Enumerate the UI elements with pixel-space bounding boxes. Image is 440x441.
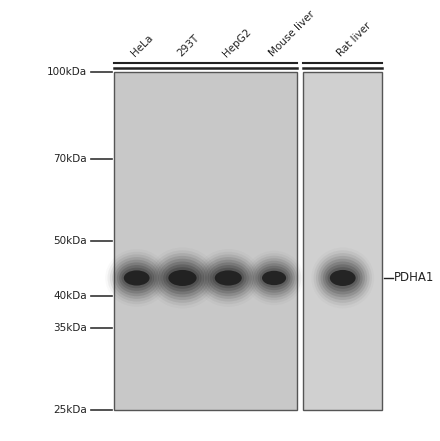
Text: 100kDa: 100kDa: [47, 67, 87, 77]
Ellipse shape: [210, 265, 247, 291]
Ellipse shape: [112, 257, 161, 299]
Ellipse shape: [156, 256, 209, 300]
Ellipse shape: [161, 262, 204, 295]
Ellipse shape: [253, 261, 295, 295]
Text: Mouse liver: Mouse liver: [267, 9, 316, 59]
Ellipse shape: [202, 257, 254, 299]
Ellipse shape: [110, 254, 164, 302]
Text: HeLa: HeLa: [130, 33, 155, 59]
Ellipse shape: [114, 260, 159, 296]
Ellipse shape: [323, 262, 363, 295]
Text: PDHA1: PDHA1: [394, 272, 434, 284]
Ellipse shape: [163, 264, 202, 292]
Ellipse shape: [117, 262, 157, 294]
Ellipse shape: [260, 268, 288, 288]
Ellipse shape: [256, 263, 293, 293]
Ellipse shape: [325, 264, 360, 292]
Ellipse shape: [330, 270, 356, 286]
Ellipse shape: [158, 259, 207, 297]
Text: 25kDa: 25kDa: [53, 405, 87, 415]
Ellipse shape: [169, 270, 197, 286]
Ellipse shape: [121, 268, 152, 288]
Text: 40kDa: 40kDa: [53, 291, 87, 301]
Bar: [114, 72, 297, 410]
Ellipse shape: [124, 270, 150, 286]
Ellipse shape: [200, 254, 257, 302]
Ellipse shape: [153, 253, 212, 303]
Text: 70kDa: 70kDa: [53, 154, 87, 164]
Ellipse shape: [321, 259, 365, 297]
Text: 293T: 293T: [176, 34, 201, 59]
Bar: [303, 72, 382, 410]
Ellipse shape: [262, 271, 286, 285]
Ellipse shape: [205, 260, 252, 296]
Ellipse shape: [327, 267, 358, 289]
Ellipse shape: [318, 256, 367, 300]
Ellipse shape: [316, 253, 370, 303]
Ellipse shape: [198, 252, 259, 304]
Ellipse shape: [251, 258, 297, 298]
Ellipse shape: [150, 250, 214, 306]
Ellipse shape: [166, 267, 199, 289]
Ellipse shape: [212, 268, 244, 288]
Text: 50kDa: 50kDa: [53, 236, 87, 246]
Ellipse shape: [119, 265, 154, 291]
Ellipse shape: [249, 256, 299, 300]
Ellipse shape: [215, 270, 242, 286]
Text: 35kDa: 35kDa: [53, 323, 87, 333]
Text: Rat liver: Rat liver: [336, 21, 374, 59]
Text: HepG2: HepG2: [221, 27, 253, 59]
Ellipse shape: [258, 266, 290, 290]
Ellipse shape: [207, 262, 249, 294]
